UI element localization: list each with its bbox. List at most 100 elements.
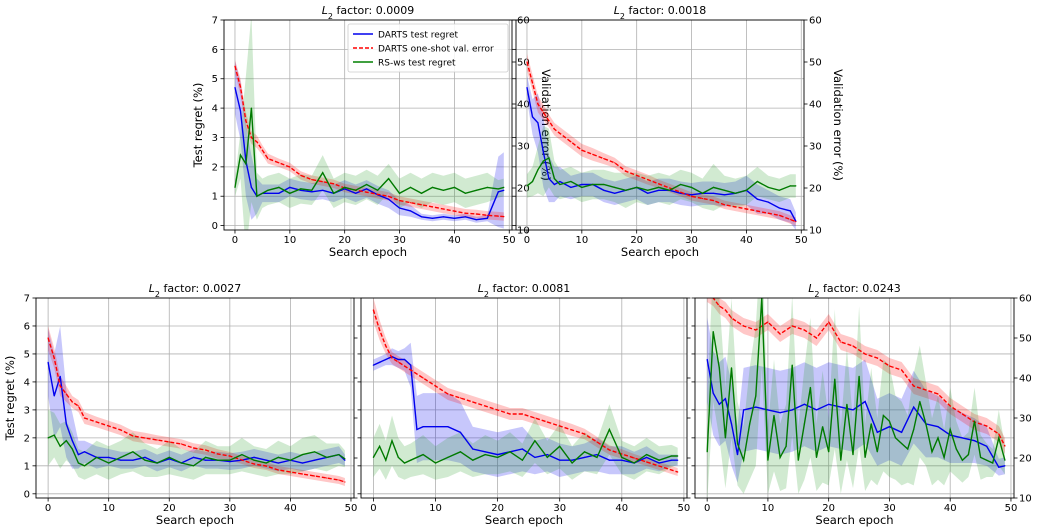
- data-point: [636, 187, 637, 188]
- data-point: [302, 454, 303, 455]
- data-point: [300, 190, 301, 191]
- data-point: [792, 365, 793, 366]
- data-point: [816, 337, 817, 338]
- data-point: [779, 207, 780, 208]
- data-point: [731, 317, 732, 318]
- data-point: [108, 457, 109, 458]
- y2-tick-label: 40: [809, 100, 822, 111]
- data-point: [780, 333, 781, 334]
- y-tick-label: 2: [212, 162, 218, 173]
- data-point: [443, 216, 444, 217]
- data-point: [877, 451, 878, 452]
- data-point: [314, 451, 315, 452]
- data-point: [543, 112, 544, 113]
- data-point: [234, 87, 235, 88]
- data-point: [410, 187, 411, 188]
- data-point: [205, 457, 206, 458]
- data-point: [647, 190, 648, 191]
- data-point: [944, 457, 945, 458]
- y-tick-label: 7: [24, 294, 30, 305]
- data-point: [262, 193, 263, 194]
- data-point: [338, 454, 339, 455]
- data-point: [572, 429, 573, 430]
- data-point: [487, 187, 488, 188]
- data-point: [476, 190, 477, 191]
- data-point: [584, 451, 585, 452]
- data-point: [366, 184, 367, 185]
- data-point: [570, 181, 571, 182]
- data-point: [768, 202, 769, 203]
- data-point: [229, 460, 230, 461]
- y-tick-label: 4: [24, 377, 30, 388]
- title-text: factor: 0.0009: [333, 4, 414, 17]
- data-point: [646, 454, 647, 455]
- data-point: [609, 449, 610, 450]
- data-point: [108, 425, 109, 426]
- data-point: [731, 423, 732, 424]
- y-tick-label: 0: [212, 221, 218, 232]
- y-tick-label: 2: [24, 433, 30, 444]
- data-point: [503, 187, 504, 188]
- data-point: [344, 460, 345, 461]
- data-point: [366, 192, 367, 193]
- x-tick-label: 50: [795, 235, 808, 246]
- data-point: [66, 423, 67, 424]
- data-point: [572, 462, 573, 463]
- data-point: [559, 133, 560, 134]
- data-point: [702, 193, 703, 194]
- data-point: [677, 455, 678, 456]
- data-point: [743, 325, 744, 326]
- y-tick-label: 6: [212, 45, 218, 56]
- data-point: [937, 393, 938, 394]
- data-point: [998, 467, 999, 468]
- data-point: [290, 471, 291, 472]
- data-point: [234, 187, 235, 188]
- data-point: [497, 409, 498, 410]
- data-point: [399, 193, 400, 194]
- data-point: [476, 219, 477, 220]
- data-point: [157, 462, 158, 463]
- data-point: [379, 329, 380, 330]
- data-point: [634, 462, 635, 463]
- y2-tick-label: 20: [1019, 454, 1032, 465]
- data-point: [548, 120, 549, 121]
- data-point: [713, 331, 714, 332]
- data-point: [503, 216, 504, 217]
- data-point: [311, 190, 312, 191]
- data-point: [60, 376, 61, 377]
- data-point: [355, 193, 356, 194]
- data-point: [454, 218, 455, 219]
- data-point: [72, 401, 73, 402]
- data-point: [603, 190, 604, 191]
- data-point: [169, 441, 170, 442]
- data-point: [634, 457, 635, 458]
- data-point: [816, 457, 817, 458]
- data-point: [416, 429, 417, 430]
- y2-axis-label: Validation error (%): [831, 69, 845, 181]
- data-point: [554, 178, 555, 179]
- data-point: [144, 437, 145, 438]
- data-point: [871, 423, 872, 424]
- data-point: [333, 183, 334, 184]
- y-tick-label: 3: [212, 133, 218, 144]
- data-point: [547, 457, 548, 458]
- data-point: [72, 448, 73, 449]
- data-point: [986, 446, 987, 447]
- data-point: [410, 365, 411, 366]
- data-point: [609, 460, 610, 461]
- data-point: [543, 152, 544, 153]
- data-point: [795, 185, 796, 186]
- x-tick-label: 50: [503, 235, 516, 246]
- data-point: [743, 460, 744, 461]
- x-tick-label: 0: [232, 235, 238, 246]
- y-tick-label: 5: [212, 74, 218, 85]
- y-tick-label: 7: [212, 16, 218, 27]
- data-point: [54, 357, 55, 358]
- data-point: [671, 460, 672, 461]
- data-point: [314, 475, 315, 476]
- data-point: [522, 448, 523, 449]
